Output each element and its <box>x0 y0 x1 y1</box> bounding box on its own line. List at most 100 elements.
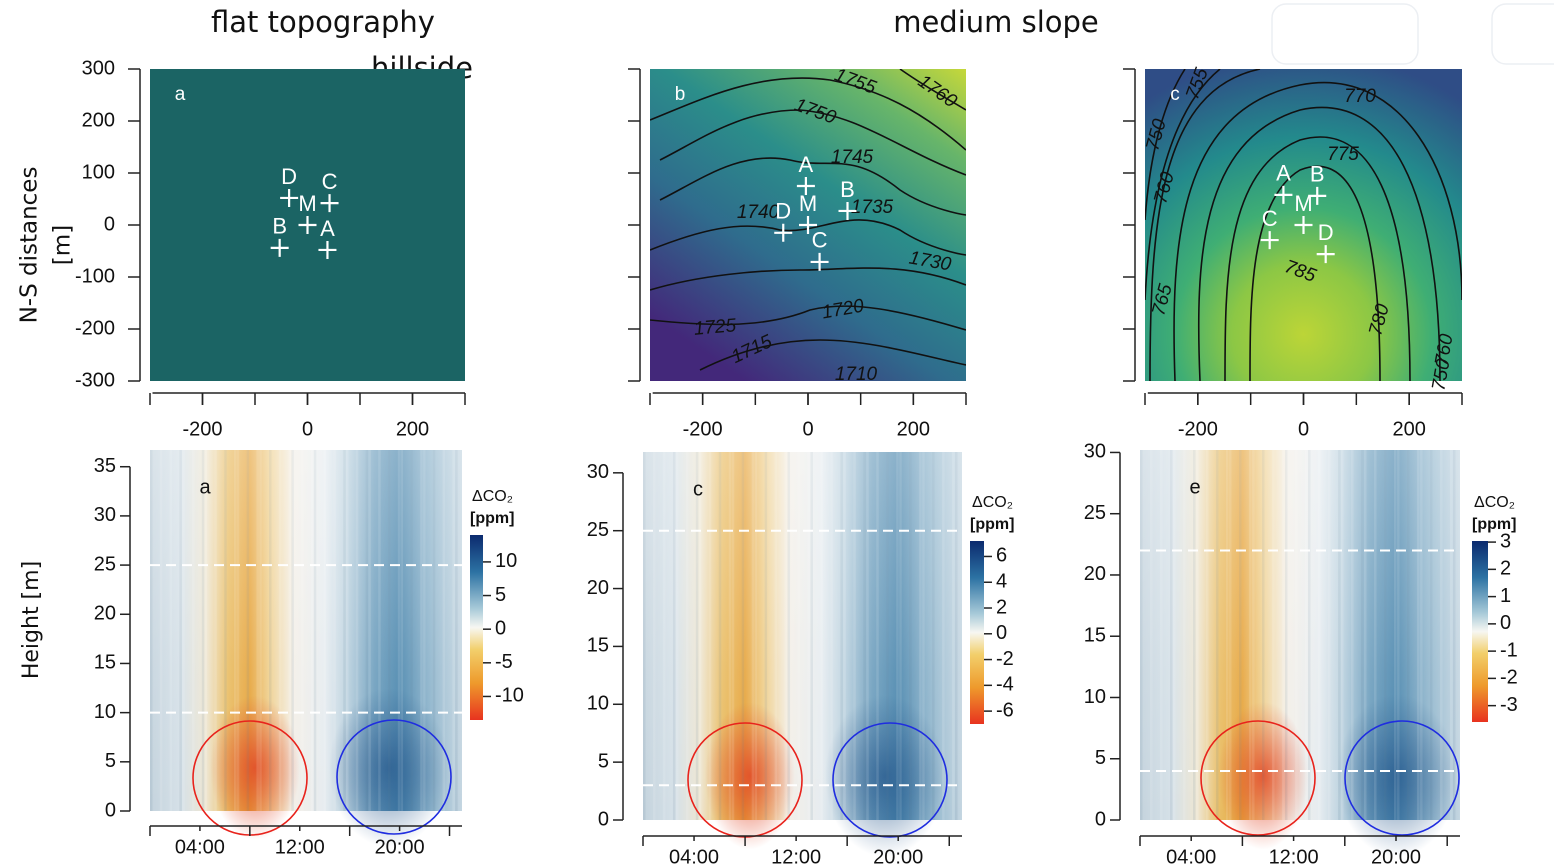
x-tick-label: 04:00 <box>669 846 719 868</box>
panel-letter: a <box>199 476 211 498</box>
station-marker <box>320 194 339 213</box>
contour-label: 1735 <box>851 197 894 218</box>
x-tick-label: 12:00 <box>771 846 821 868</box>
colorbar-tick-label: -1 <box>1500 639 1518 661</box>
highlight-circle <box>1200 720 1316 836</box>
contour-label: 770 <box>1344 86 1376 107</box>
panel-letter: c <box>693 478 703 500</box>
station-label: D <box>1318 220 1334 245</box>
y-tick-label: 15 <box>587 635 609 657</box>
y-axis-title: Height [m] <box>19 561 44 679</box>
y-tick-label: 30 <box>1084 441 1106 463</box>
colorbar-tick-label: -10 <box>495 685 524 707</box>
contour-lines <box>650 69 966 371</box>
station-marker <box>774 223 793 242</box>
x-tick-label: 04:00 <box>1166 846 1216 868</box>
station-label: A <box>1276 161 1291 186</box>
station-marker <box>1274 185 1293 204</box>
panel-letter: c <box>1170 84 1180 105</box>
y-tick-label: 25 <box>94 553 116 575</box>
colorbar-unit: [ppm] <box>470 510 514 527</box>
station-label: C <box>812 228 828 253</box>
highlight-circle <box>832 722 948 838</box>
x-tick-label: 20:00 <box>873 846 923 868</box>
colorbar-tick-label: 2 <box>1500 558 1511 580</box>
colorbar-tick-label: 10 <box>495 550 517 572</box>
panel-letter: b <box>675 84 686 105</box>
colorbar <box>1472 541 1488 722</box>
y-tick-label: -200 <box>75 317 115 339</box>
heatmap-fade <box>1140 450 1460 820</box>
x-tick-label: 0 <box>302 418 313 440</box>
colorbar-unit: [ppm] <box>1472 516 1516 533</box>
x-tick-label: 12:00 <box>275 836 325 858</box>
y-tick-label: 10 <box>94 701 116 723</box>
y-tick-label: 30 <box>587 461 609 483</box>
y-tick-label: 200 <box>82 109 115 131</box>
y-tick-label: 0 <box>105 799 116 821</box>
y-tick-label: 25 <box>1084 502 1106 524</box>
colorbar-title: ΔCO₂ <box>972 494 1013 511</box>
x-tick-label: 200 <box>1392 418 1425 440</box>
contour-label: 1725 <box>693 315 737 340</box>
colorbar-tick-label: 2 <box>996 596 1007 618</box>
y-tick-label: 25 <box>587 519 609 541</box>
station-label: M <box>298 191 316 216</box>
colorbar-tick-label: 5 <box>495 584 506 606</box>
y-tick-label: -300 <box>75 369 115 391</box>
column-title: medium slope <box>893 5 1099 39</box>
colorbar <box>470 535 483 720</box>
station-marker <box>838 201 857 220</box>
y-tick-label: -100 <box>75 265 115 287</box>
station-marker <box>796 177 815 195</box>
y-tick-label: 5 <box>598 750 609 772</box>
x-tick-label: -200 <box>182 418 222 440</box>
station-label: M <box>799 191 817 216</box>
heatmap-fade <box>150 450 462 811</box>
y-tick-label: 20 <box>587 577 609 599</box>
colorbar-unit: [ppm] <box>970 516 1014 533</box>
station-label: B <box>1310 162 1325 187</box>
y-axis-title: [m] <box>50 225 76 265</box>
colorbar-title: ΔCO₂ <box>472 488 513 505</box>
x-tick-label: 20:00 <box>1371 846 1421 868</box>
station-label: A <box>799 152 814 177</box>
y-tick-label: 0 <box>598 808 609 830</box>
y-tick-label: 15 <box>1084 625 1106 647</box>
colorbar-tick-label: -2 <box>996 648 1014 670</box>
contour-label: 775 <box>1327 144 1359 165</box>
station-marker <box>1316 245 1335 264</box>
contour-label: 1745 <box>831 147 874 168</box>
station-label: A <box>320 216 335 241</box>
panel-letter: e <box>1189 476 1200 498</box>
x-tick-label: 200 <box>396 418 429 440</box>
contour-label: 1740 <box>737 202 780 223</box>
station-label: B <box>272 214 287 239</box>
colorbar-tick-label: 0 <box>1500 612 1511 634</box>
station-marker <box>298 216 317 234</box>
y-tick-label: 100 <box>82 161 115 183</box>
y-tick-label: 35 <box>94 455 116 477</box>
contour-lines <box>1145 69 1462 381</box>
colorbar-tick-label: -6 <box>996 699 1014 721</box>
x-tick-label: -200 <box>683 418 723 440</box>
highlight-circle <box>1344 720 1460 836</box>
station-label: M <box>1294 191 1312 216</box>
y-tick-label: 20 <box>94 603 116 625</box>
station-label: C <box>1262 206 1278 231</box>
colorbar-tick-label: 6 <box>996 545 1007 567</box>
station-label: D <box>281 164 297 189</box>
x-tick-label: 0 <box>1298 418 1309 440</box>
station-marker <box>270 238 289 257</box>
y-tick-label: 0 <box>1095 808 1106 830</box>
y-axis-title: N-S distances <box>17 167 43 324</box>
y-tick-label: 20 <box>1084 563 1106 585</box>
colorbar-tick-label: 1 <box>1500 585 1511 607</box>
y-tick-label: 300 <box>82 57 115 79</box>
colorbar-tick-label: 0 <box>996 622 1007 644</box>
station-label: C <box>322 169 338 194</box>
x-tick-label: 12:00 <box>1269 846 1319 868</box>
y-tick-label: 0 <box>104 213 115 235</box>
colorbar-tick-label: -4 <box>996 674 1014 696</box>
colorbar-tick-label: 3 <box>1500 530 1511 552</box>
